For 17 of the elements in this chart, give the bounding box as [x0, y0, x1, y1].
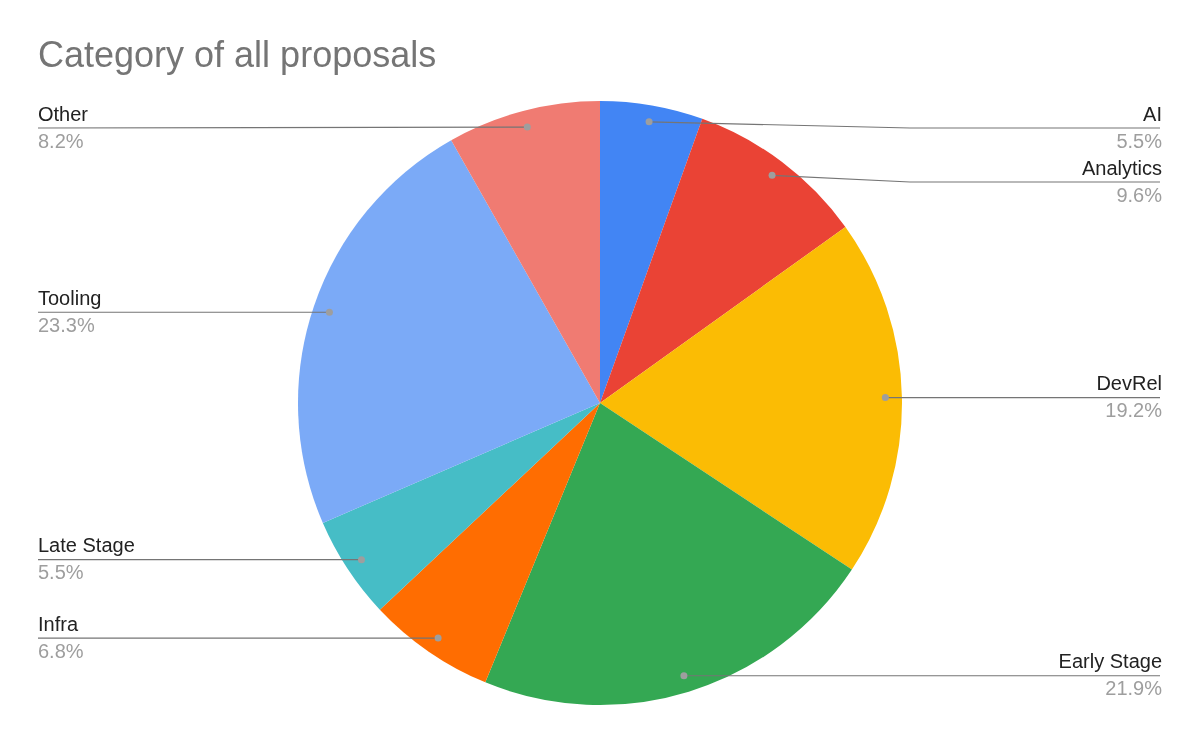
slice-label: Other [38, 102, 89, 125]
data-label: 19.2% [1105, 399, 1163, 422]
slice-label: Tooling [38, 286, 102, 309]
data-label: 8.2% [38, 129, 84, 152]
data-label: 6.8% [38, 639, 84, 662]
slice-label: Late Stage [38, 534, 135, 557]
data-label: 9.6% [1116, 183, 1163, 206]
slice-label: Early Stage [1058, 650, 1162, 673]
slice-label: AI [1143, 102, 1162, 125]
slice-label: DevRel [1096, 372, 1162, 395]
data-label: 5.5% [38, 561, 84, 584]
data-label: 5.5% [1116, 129, 1163, 152]
slice-label: Analytics [1081, 156, 1162, 179]
chart-title: Category of all proposals [38, 34, 437, 76]
slice-label: Infra [38, 612, 79, 635]
data-label: 21.9% [1105, 677, 1163, 700]
data-label: 23.3% [38, 313, 95, 336]
